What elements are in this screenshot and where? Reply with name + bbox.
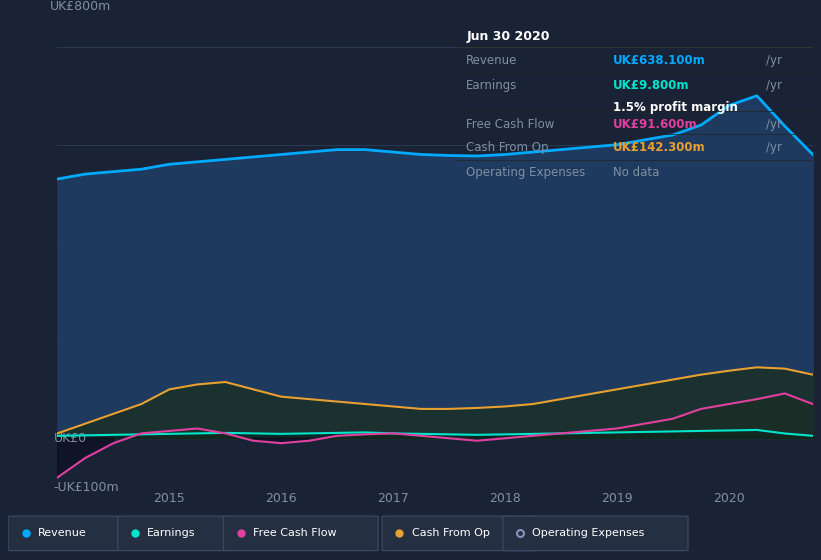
Text: UK£800m: UK£800m xyxy=(50,0,111,13)
Text: UK£9.800m: UK£9.800m xyxy=(612,79,690,92)
FancyBboxPatch shape xyxy=(117,516,231,550)
Text: Free Cash Flow: Free Cash Flow xyxy=(466,118,555,130)
Text: /yr: /yr xyxy=(766,79,782,92)
Text: UK£142.300m: UK£142.300m xyxy=(612,141,705,154)
Text: Cash From Op: Cash From Op xyxy=(411,529,489,538)
Text: /yr: /yr xyxy=(766,118,782,130)
Text: Jun 30 2020: Jun 30 2020 xyxy=(466,30,550,43)
Text: /yr: /yr xyxy=(766,54,782,67)
Text: UK£91.600m: UK£91.600m xyxy=(612,118,697,130)
Text: UK£0: UK£0 xyxy=(53,432,87,445)
Text: Cash From Op: Cash From Op xyxy=(466,141,549,154)
Text: -UK£100m: -UK£100m xyxy=(53,480,119,494)
Text: No data: No data xyxy=(612,166,659,179)
Text: Operating Expenses: Operating Expenses xyxy=(532,529,644,538)
Text: Revenue: Revenue xyxy=(38,529,86,538)
Text: Revenue: Revenue xyxy=(466,54,518,67)
Text: Earnings: Earnings xyxy=(466,79,518,92)
FancyBboxPatch shape xyxy=(8,516,122,550)
Text: Operating Expenses: Operating Expenses xyxy=(466,166,585,179)
Text: Free Cash Flow: Free Cash Flow xyxy=(253,529,337,538)
FancyBboxPatch shape xyxy=(223,516,378,550)
Text: UK£638.100m: UK£638.100m xyxy=(612,54,705,67)
Text: Earnings: Earnings xyxy=(147,529,195,538)
FancyBboxPatch shape xyxy=(503,516,688,550)
Text: /yr: /yr xyxy=(766,141,782,154)
FancyBboxPatch shape xyxy=(382,516,537,550)
Text: 1.5% profit margin: 1.5% profit margin xyxy=(612,101,738,114)
